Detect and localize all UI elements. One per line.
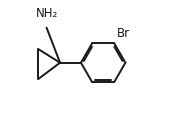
Text: Br: Br — [117, 27, 130, 40]
Text: NH₂: NH₂ — [35, 7, 58, 20]
